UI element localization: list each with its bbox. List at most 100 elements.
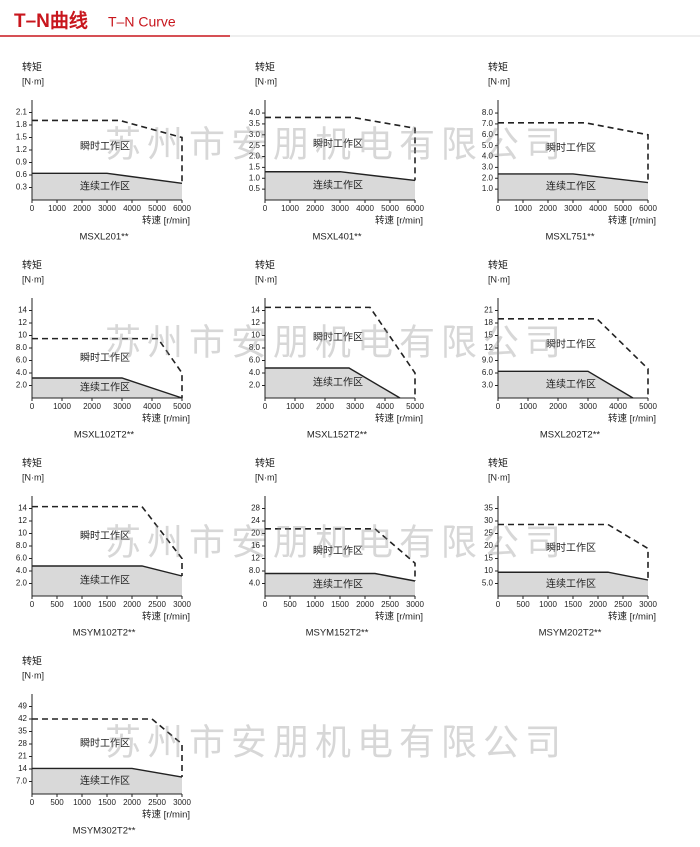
- continuous-curve: [498, 370, 634, 399]
- continuous-zone-label: 连续工作区: [313, 179, 363, 192]
- instantaneous-curve: [498, 318, 649, 398]
- y-tick-label: 1.0: [249, 173, 261, 182]
- y-axis-unit: [N·m]: [22, 472, 44, 482]
- y-tick-label: 14: [251, 306, 260, 315]
- y-axis-label: 转矩: [488, 61, 508, 74]
- x-tick-label: 0: [263, 204, 268, 213]
- model-name: MSXL201**: [79, 232, 128, 243]
- x-tick-label: 3000: [331, 204, 349, 213]
- x-tick-label: 2500: [148, 600, 166, 609]
- instantaneous-curve: [498, 523, 649, 580]
- continuous-curve: [32, 565, 183, 577]
- x-tick-label: 2000: [316, 402, 334, 411]
- y-axis-label: 转矩: [255, 259, 275, 272]
- watermark: 苏州市安朋机电有限公司: [105, 322, 567, 363]
- y-axis-label: 转矩: [488, 457, 508, 470]
- y-tick-label: 3.5: [249, 119, 261, 128]
- x-tick-label: 4000: [589, 204, 607, 213]
- y-tick-label: 12: [18, 516, 27, 525]
- x-axis-label: 转速 [r/min]: [375, 413, 423, 425]
- x-tick-label: 6000: [173, 204, 191, 213]
- x-tick-label: 2000: [83, 402, 101, 411]
- x-tick-label: 5000: [173, 402, 191, 411]
- continuous-area: [265, 573, 415, 596]
- x-tick-label: 3000: [346, 402, 364, 411]
- x-tick-label: 2000: [356, 600, 374, 609]
- x-tick-label: 1000: [48, 204, 66, 213]
- x-tick-label: 3000: [406, 600, 424, 609]
- x-tick-label: 1000: [73, 798, 91, 807]
- x-tick-label: 3000: [579, 402, 597, 411]
- y-tick-label: 20: [484, 541, 493, 550]
- y-tick-label: 14: [18, 504, 27, 513]
- y-axis-unit: [N·m]: [255, 472, 277, 482]
- y-tick-label: 4.0: [249, 368, 261, 377]
- y-tick-label: 21: [18, 752, 27, 761]
- x-tick-label: 1000: [73, 600, 91, 609]
- y-tick-label: 1.5: [249, 163, 261, 172]
- y-tick-label: 1.2: [16, 145, 28, 154]
- x-tick-label: 3000: [564, 204, 582, 213]
- continuous-area: [32, 173, 182, 200]
- continuous-zone-label: 连续工作区: [80, 179, 130, 192]
- y-tick-label: 35: [18, 727, 27, 736]
- x-tick-label: 0: [30, 204, 35, 213]
- x-tick-label: 0: [263, 402, 268, 411]
- y-tick-label: 0.6: [16, 170, 28, 179]
- y-tick-label: 35: [484, 504, 493, 513]
- y-tick-label: 0.3: [16, 183, 28, 192]
- y-tick-label: 7.0: [482, 119, 494, 128]
- x-tick-label: 4000: [376, 402, 394, 411]
- x-tick-label: 0: [263, 600, 268, 609]
- x-tick-label: 1000: [306, 600, 324, 609]
- y-tick-label: 10: [251, 331, 260, 340]
- instantaneous-curve: [32, 718, 183, 778]
- instantaneous-zone-label: 瞬时工作区: [80, 736, 130, 749]
- y-tick-label: 7.0: [16, 777, 28, 786]
- y-tick-label: 28: [251, 504, 260, 513]
- x-tick-label: 3000: [98, 204, 116, 213]
- continuous-curve: [498, 173, 649, 184]
- y-tick-label: 10: [18, 529, 27, 538]
- continuous-curve: [32, 172, 183, 185]
- continuous-zone-label: 连续工作区: [80, 774, 130, 787]
- y-tick-label: 2.0: [249, 152, 261, 161]
- y-axis-label: 转矩: [22, 655, 42, 668]
- model-name: MSXL751**: [545, 232, 594, 243]
- instantaneous-zone-label: 瞬时工作区: [80, 140, 130, 153]
- x-tick-label: 0: [30, 600, 35, 609]
- y-tick-label: 1.0: [482, 184, 494, 193]
- y-tick-label: 4.0: [16, 566, 28, 575]
- x-tick-label: 2000: [306, 204, 324, 213]
- instantaneous-curve: [32, 119, 183, 184]
- x-axis-label: 转速 [r/min]: [142, 413, 190, 425]
- instantaneous-zone-label: 瞬时工作区: [546, 141, 596, 154]
- x-tick-label: 2500: [148, 798, 166, 807]
- continuous-zone-label: 连续工作区: [546, 577, 596, 590]
- y-tick-label: 3.0: [482, 381, 494, 390]
- y-tick-label: 25: [484, 529, 493, 538]
- y-tick-label: 12: [18, 318, 27, 327]
- continuous-curve: [265, 171, 416, 182]
- y-axis-unit: [N·m]: [488, 472, 510, 482]
- y-axis-label: 转矩: [255, 61, 275, 74]
- y-tick-label: 18: [484, 318, 493, 327]
- instantaneous-zone-label: 瞬时工作区: [313, 137, 363, 150]
- continuous-area: [265, 368, 400, 398]
- y-tick-label: 14: [18, 306, 27, 315]
- x-tick-label: 3000: [113, 402, 131, 411]
- y-tick-label: 28: [18, 739, 27, 748]
- y-tick-label: 6.0: [249, 356, 261, 365]
- continuous-area: [498, 371, 633, 398]
- instantaneous-curve: [265, 116, 416, 181]
- y-tick-label: 8.0: [16, 541, 28, 550]
- x-tick-label: 3000: [639, 600, 657, 609]
- y-axis-unit: [N·m]: [488, 76, 510, 86]
- model-name: MSYM152T2**: [306, 628, 369, 639]
- continuous-curve: [32, 767, 183, 778]
- x-tick-label: 2000: [539, 204, 557, 213]
- instantaneous-zone-label: 瞬时工作区: [313, 330, 363, 343]
- y-tick-label: 2.0: [16, 579, 28, 588]
- x-tick-label: 0: [496, 600, 501, 609]
